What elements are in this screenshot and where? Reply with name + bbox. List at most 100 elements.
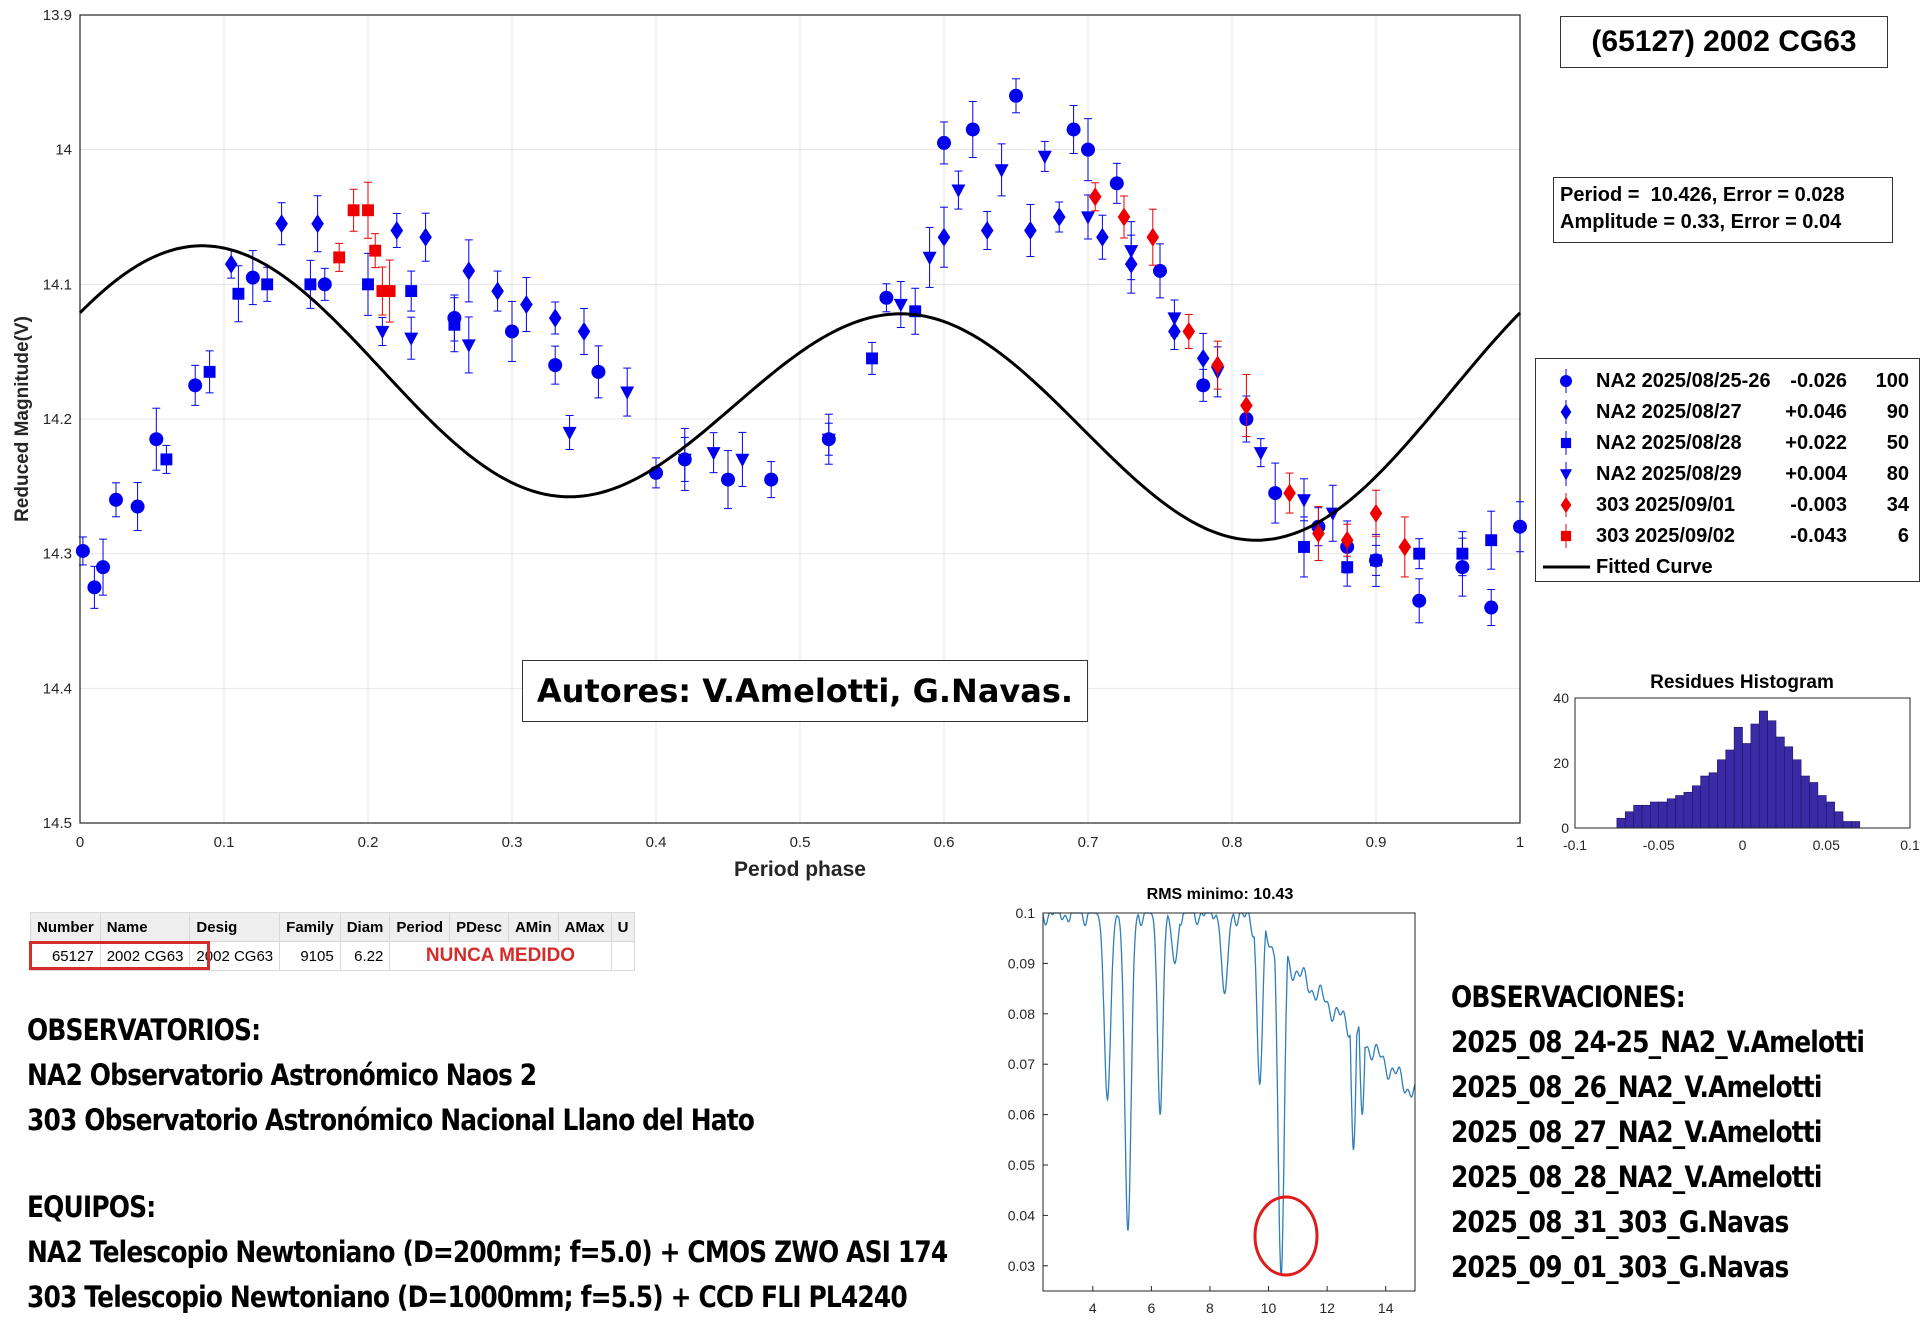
data-point [376,285,389,298]
data-point [1124,245,1139,259]
histogram-bar [1691,785,1701,829]
histogram-bar [1700,775,1710,829]
legend-entry-offset: -0.043 [1790,525,1847,547]
data-point [419,227,432,247]
data-point [1024,221,1037,240]
data-point [1096,227,1109,247]
legend-entry-offset: -0.003 [1790,494,1847,516]
rms-x-tick-label: 4 [1089,1300,1097,1316]
x-axis-label: Period phase [734,858,866,881]
y-tick-label: 13.9 [43,7,72,24]
x-tick-label: 0.2 [358,834,379,851]
x-tick-label: 1 [1516,834,1524,851]
data-point [245,270,260,285]
histogram-bar [1842,821,1852,829]
data-point [677,453,692,468]
histogram-bar [1809,782,1819,829]
rms-y-tick-label: 0.06 [1008,1107,1035,1123]
legend-entry: NA2 2025/08/29 +0.004 80 [1536,459,1919,490]
legend-entry: 303 2025/09/01 -0.003 34 [1536,490,1919,521]
data-point [1370,554,1382,567]
histogram-x-tick-label: 0.1 [1900,837,1920,853]
data-point [1398,537,1412,557]
legend-entry: NA2 2025/08/27 +0.046 90 [1536,397,1919,428]
data-point [879,290,894,305]
histogram-bar [1675,795,1685,829]
observatorio-line-2: 303 Observatorio Astronómico Nacional Ll… [27,1103,755,1137]
legend-entry-name: NA2 2025/08/25-26 [1596,370,1771,392]
data-point [1412,593,1427,608]
cell-u [610,941,636,971]
legend-entry-count: 100 [1875,370,1909,392]
data-point [448,318,461,331]
rms-y-tick-label: 0.05 [1008,1157,1035,1173]
data-point [1340,530,1354,550]
x-axis-ticks: 0 0.1 0.2 0.3 0.4 0.5 0.6 0.7 0.8 0.9 1 [76,834,1524,851]
data-point [866,352,878,365]
observacion-line-6: 2025_09_01_303_G.Navas [1451,1250,1789,1284]
data-point [591,364,606,379]
y-tick-label: 14.4 [43,680,72,697]
histogram-bar [1775,736,1785,829]
histogram-bar [1825,801,1835,829]
header-u: U [610,912,636,942]
data-point [1484,600,1499,615]
observacion-line-2: 2025_08_26_NA2_V.Amelotti [1451,1070,1822,1104]
data-point [1485,534,1498,547]
data-point [821,433,836,447]
histogram-bar [1616,817,1626,829]
data-point [577,322,591,341]
amplitude-result: Amplitude = 0.33, Error = 0.04 [1560,211,1842,233]
chart-title: (65127) 2002 CG63 [1591,25,1857,58]
rms-x-tick-label: 12 [1319,1300,1335,1316]
data-point [203,365,216,378]
legend-entry: 303 2025/09/02 -0.043 6 [1536,521,1919,552]
authors-box: Autores: V.Amelotti, G.Navas. [522,660,1088,722]
histogram-title: Residues Histogram [1650,672,1834,693]
data-point [1456,547,1469,560]
catalog-row: 65127 2002 CG63 2002 CG63 9105 6.22 NUNC… [30,941,636,971]
data-point [548,308,562,328]
header-amax: AMax [557,912,612,942]
data-point [75,543,90,558]
observaciones-heading: OBSERVACIONES: [1451,980,1686,1014]
data-point [96,560,111,575]
x-tick-label: 0 [76,834,84,851]
y-tick-label: 14.1 [43,276,72,293]
data-point [1253,447,1268,461]
data-point [922,251,937,266]
histogram-x-tick-label: -0.05 [1643,837,1675,853]
legend-entry-name: NA2 2025/08/27 [1596,401,1742,423]
x-tick-label: 0.4 [646,834,667,851]
data-point [462,261,476,281]
rms-y-tick-label: 0.07 [1008,1056,1035,1072]
data-point [505,324,519,339]
period-result: Period = 10.426, Error = 0.028 [1560,184,1845,206]
data-point [404,332,419,346]
equipos-heading: EQUIPOS: [27,1190,156,1224]
header-period: Period [389,912,451,942]
histogram-y-tick-label: 0 [1561,820,1569,836]
data-point [1283,483,1296,503]
data-point [1513,519,1527,534]
histogram-bar [1792,759,1802,829]
legend-marker [1560,530,1572,542]
data-point [1146,227,1160,247]
legend-marker [1560,403,1572,421]
data-point [1081,211,1095,225]
histogram-bar [1683,791,1693,829]
catalog-highlight-box [29,941,210,970]
data-point [232,287,245,300]
histogram-bar [1784,746,1794,829]
rms-y-tick-label: 0.03 [1008,1258,1035,1274]
legend-entry-count: 34 [1886,494,1909,516]
rms-curve [1042,912,1416,1276]
legend-entry-name: Fitted Curve [1596,556,1713,578]
legend-entry-count: 80 [1886,463,1909,485]
data-point [1153,263,1167,278]
histogram-x-tick-label: 0 [1739,837,1747,853]
histogram-bar [1742,743,1752,829]
rms-y-tick-label: 0.1 [1016,905,1036,921]
data-point [1109,176,1124,191]
data-point [1297,494,1311,508]
